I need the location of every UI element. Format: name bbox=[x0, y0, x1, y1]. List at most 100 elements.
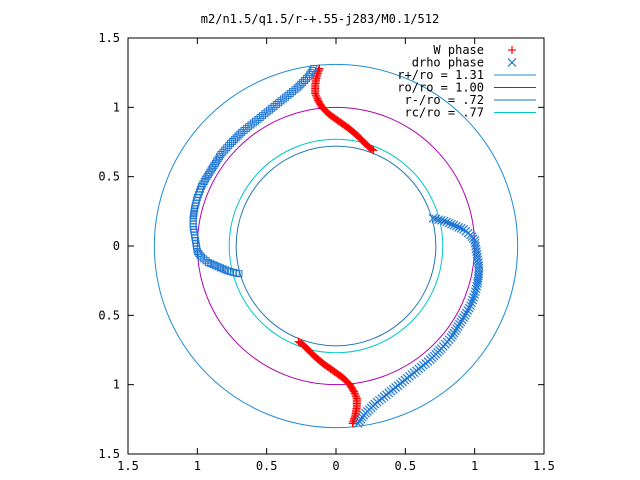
x-tick-label: 1 bbox=[194, 459, 201, 473]
legend-marker-swatch bbox=[507, 58, 517, 67]
data-point-b bbox=[431, 214, 441, 224]
data-point bbox=[431, 214, 441, 224]
data-point bbox=[265, 106, 273, 114]
data-point bbox=[449, 220, 459, 230]
data-point-b bbox=[469, 292, 479, 302]
data-point bbox=[195, 249, 203, 257]
data-point bbox=[268, 104, 276, 112]
data-point bbox=[428, 213, 438, 223]
chart-title: m2/n1.5/q1.5/r-+.55-j283/M0.1/512 bbox=[201, 12, 439, 26]
x-tick-label: 1.5 bbox=[533, 459, 555, 473]
legend-marker-swatch bbox=[508, 46, 516, 54]
data-point bbox=[467, 298, 476, 308]
data-point bbox=[311, 91, 320, 100]
data-point bbox=[221, 266, 229, 274]
legend-marker-swatch-b bbox=[507, 58, 517, 67]
data-point bbox=[240, 126, 248, 134]
data-point-b bbox=[470, 290, 480, 299]
data-point bbox=[312, 92, 321, 101]
data-point-b bbox=[472, 281, 482, 291]
data-point-b bbox=[436, 215, 446, 225]
data-point bbox=[444, 218, 454, 228]
data-point bbox=[470, 290, 480, 299]
y-tick-label: 1 bbox=[113, 378, 120, 392]
data-point-b bbox=[447, 219, 456, 229]
data-point-b bbox=[451, 221, 461, 231]
data-point bbox=[277, 97, 285, 105]
data-point bbox=[200, 255, 208, 263]
data-point-b bbox=[456, 223, 466, 233]
data-point bbox=[473, 276, 483, 286]
legend-label: rc/ro = .77 bbox=[405, 106, 484, 120]
data-point bbox=[232, 134, 240, 142]
data-point bbox=[284, 91, 292, 99]
data-point bbox=[219, 265, 227, 273]
data-point bbox=[351, 391, 360, 400]
data-point bbox=[295, 338, 304, 347]
data-point-b bbox=[461, 308, 471, 318]
data-point bbox=[434, 215, 444, 225]
data-point bbox=[469, 292, 479, 302]
data-point bbox=[245, 123, 253, 131]
y-tick-label: 1.5 bbox=[98, 31, 120, 45]
data-point-b bbox=[473, 279, 482, 288]
circle-ro bbox=[196, 106, 476, 386]
data-point bbox=[225, 142, 233, 150]
data-point bbox=[252, 117, 260, 125]
data-point-b bbox=[473, 276, 483, 286]
data-point bbox=[282, 93, 290, 101]
data-point bbox=[217, 264, 225, 272]
data-point-b bbox=[454, 222, 464, 232]
data-point-b bbox=[428, 213, 438, 223]
data-point bbox=[369, 146, 378, 155]
data-point bbox=[219, 148, 227, 156]
data-point bbox=[221, 146, 229, 154]
data-point bbox=[454, 222, 464, 232]
data-point-b bbox=[467, 298, 476, 308]
data-point bbox=[471, 284, 481, 294]
data-point bbox=[217, 150, 225, 158]
y-tick-label: 1 bbox=[113, 100, 120, 114]
data-point bbox=[256, 114, 264, 122]
data-point bbox=[297, 80, 305, 88]
y-tick-label: 0 bbox=[113, 239, 120, 253]
data-point bbox=[436, 215, 446, 225]
data-point bbox=[442, 217, 452, 227]
data-point bbox=[461, 308, 471, 318]
data-point-b bbox=[449, 220, 459, 230]
data-point bbox=[242, 125, 250, 133]
circle-rc bbox=[228, 138, 444, 354]
y-tick-label: 0.5 bbox=[98, 308, 120, 322]
data-point bbox=[289, 88, 297, 96]
y-tick-label: 1.5 bbox=[98, 447, 120, 461]
data-point bbox=[466, 301, 475, 311]
data-point-b bbox=[442, 217, 452, 227]
data-point bbox=[236, 130, 244, 138]
data-point-b bbox=[353, 419, 363, 428]
data-point bbox=[270, 102, 278, 110]
data-point bbox=[299, 78, 307, 86]
data-point bbox=[311, 89, 320, 98]
data-point bbox=[293, 84, 301, 92]
data-point bbox=[310, 65, 318, 73]
data-point bbox=[209, 261, 217, 269]
data-point bbox=[275, 99, 283, 107]
data-point bbox=[204, 259, 212, 267]
data-point bbox=[227, 139, 235, 147]
data-point bbox=[352, 392, 361, 401]
data-point bbox=[353, 419, 363, 428]
data-point bbox=[473, 279, 482, 288]
data-point bbox=[464, 303, 474, 313]
data-point bbox=[468, 295, 478, 305]
data-point bbox=[234, 132, 242, 140]
x-tick-label: 0.5 bbox=[394, 459, 416, 473]
data-point-b bbox=[444, 218, 454, 228]
data-point-b bbox=[470, 287, 480, 297]
data-point bbox=[261, 110, 269, 118]
data-point bbox=[352, 394, 361, 403]
data-point bbox=[308, 67, 316, 75]
x-tick-label: 0 bbox=[332, 459, 339, 473]
data-point bbox=[230, 136, 238, 144]
x-tick-label: 1.5 bbox=[117, 459, 139, 473]
